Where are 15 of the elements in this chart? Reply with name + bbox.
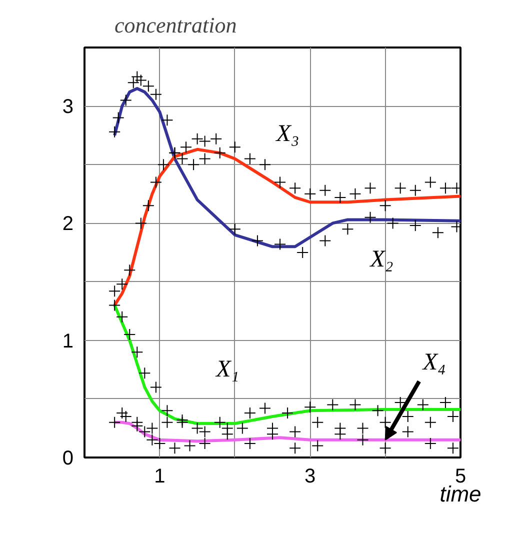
y-axis-title: concentration (114, 12, 237, 38)
series-label: X₃ (275, 121, 300, 148)
text: X₄ (422, 350, 446, 376)
line-series (113, 420, 460, 443)
series-label: X₁ (215, 356, 240, 383)
line-series (113, 304, 460, 426)
x-tick-label: 3 (304, 466, 316, 488)
line-series (113, 148, 460, 307)
x-tick-label: 1 (154, 466, 166, 488)
y-tick-label: 3 (62, 96, 74, 118)
series-label: X₂ (369, 246, 394, 272)
y-tick-label: 0 (62, 448, 74, 470)
y-tick-label: 2 (62, 213, 74, 236)
y-tick-label: 1 (62, 330, 74, 352)
line-series (113, 87, 460, 248)
